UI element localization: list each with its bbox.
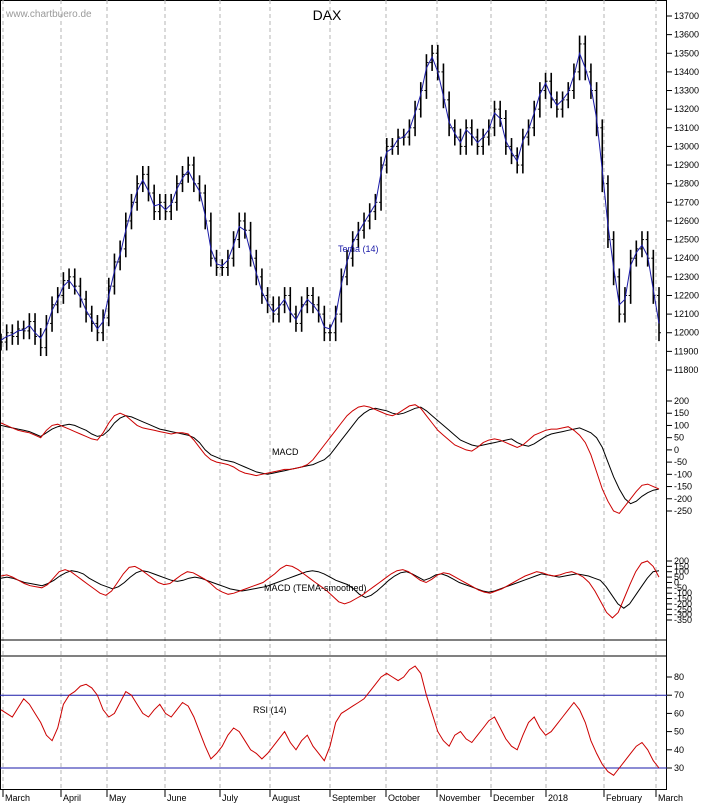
x-tick-label: February — [606, 793, 643, 803]
y-tick-label: 13600 — [674, 30, 699, 40]
panels: Tema (14) MACD MACD (TEMA-smoothed) RSI (14… — [0, 35, 667, 776]
rsi-series-line-0 — [0, 665, 660, 776]
y-tick-label: 80 — [674, 672, 684, 682]
y-tick-label: 13100 — [674, 123, 699, 133]
y-axes: 13700 13600 13500 13400 13300 13200 13100 13000… — [667, 11, 699, 773]
price-series-line-1 — [0, 51, 660, 341]
panel-macd_tema: MACD (TEMA-smoothed) — [0, 560, 660, 619]
x-tick-label: October — [388, 793, 420, 803]
y-tick-label: 12200 — [674, 290, 699, 300]
y-tick-label: 50 — [674, 727, 684, 737]
y-tick-label: -100 — [674, 588, 692, 598]
y-tick-label: 150 — [674, 408, 689, 418]
y-tick-label: 40 — [674, 745, 684, 755]
watermark: www.chartbuero.de — [5, 9, 92, 20]
y-tick-label: -200 — [674, 494, 692, 504]
x-tick-label: December — [493, 793, 535, 803]
y-tick-label: 150 — [674, 561, 689, 571]
y-tick-label: 70 — [674, 690, 684, 700]
y-tick-label: 12500 — [674, 235, 699, 245]
y-tick-label: -50 — [674, 457, 687, 467]
y-tick-label: -100 — [674, 469, 692, 479]
y-tick-label: 100 — [674, 567, 689, 577]
y-tick-label: 12900 — [674, 160, 699, 170]
y-tick-label: 12000 — [674, 328, 699, 338]
x-tick-label: 2018 — [548, 793, 568, 803]
y-tick-label: 200 — [674, 556, 689, 566]
y-tick-label: 12300 — [674, 272, 699, 282]
y-tick-label: -250 — [674, 506, 692, 516]
y-tick-label: 12600 — [674, 216, 699, 226]
y-tick-label: -250 — [674, 604, 692, 614]
macd_tema-series-line-1 — [0, 560, 660, 619]
y-tick-label: 13700 — [674, 11, 699, 21]
x-tick-label: August — [272, 793, 301, 803]
y-tick-label: -300 — [674, 610, 692, 620]
price-label: Tema (14) — [338, 244, 379, 254]
dax-price-bars — [0, 35, 661, 357]
panel-price: Tema (14) — [0, 35, 661, 357]
y-tick-label: 11800 — [674, 365, 698, 375]
y-tick-label: 13500 — [674, 48, 699, 58]
y-tick-label: 30 — [674, 763, 684, 773]
y-tick-label: 0 — [674, 577, 679, 587]
panel-macd: MACD — [0, 404, 660, 515]
y-tick-label: 12100 — [674, 309, 699, 319]
y-tick-label: -150 — [674, 594, 692, 604]
y-tick-label: 12800 — [674, 179, 699, 189]
x-tick-label: March — [658, 793, 683, 803]
y-tick-label: -200 — [674, 599, 692, 609]
rsi-label: RSI (14) — [253, 705, 287, 715]
y-tick-label: 13300 — [674, 86, 699, 96]
x-tick-label: June — [167, 793, 187, 803]
y-tick-label: -350 — [674, 615, 692, 625]
grid-lines — [2, 0, 657, 790]
x-tick-label: April — [63, 793, 81, 803]
plot-frame — [0, 0, 667, 790]
x-tick-label: November — [439, 793, 481, 803]
x-tick-label: May — [109, 793, 127, 803]
macd-series-line-0 — [0, 406, 660, 505]
y-tick-label: 0 — [674, 445, 679, 455]
panel-rsi: RSI (14) — [0, 665, 667, 776]
y-tick-label: 50 — [674, 572, 684, 582]
macd-label: MACD — [272, 447, 299, 457]
y-tick-label: 50 — [674, 433, 684, 443]
x-tick-label: September — [332, 793, 376, 803]
macd_tema-label: MACD (TEMA-smoothed) — [264, 583, 367, 593]
y-tick-label: 13000 — [674, 141, 699, 151]
y-tick-label: 60 — [674, 708, 684, 718]
y-tick-label: 12400 — [674, 253, 699, 263]
x-tick-label: July — [222, 793, 239, 803]
y-tick-label: 11900 — [674, 346, 698, 356]
y-tick-label: -50 — [674, 583, 687, 593]
x-axis: March April May June July August September Octo… — [2, 790, 683, 803]
y-tick-label: 13400 — [674, 67, 699, 77]
y-tick-label: -150 — [674, 482, 692, 492]
macd-series-line-1 — [0, 404, 660, 515]
chart-title: DAX — [313, 7, 342, 23]
y-tick-label: 200 — [674, 396, 689, 406]
x-tick-label: March — [5, 793, 30, 803]
y-tick-label: 100 — [674, 420, 689, 430]
y-tick-label: 13200 — [674, 104, 699, 114]
y-tick-label: 12700 — [674, 197, 699, 207]
